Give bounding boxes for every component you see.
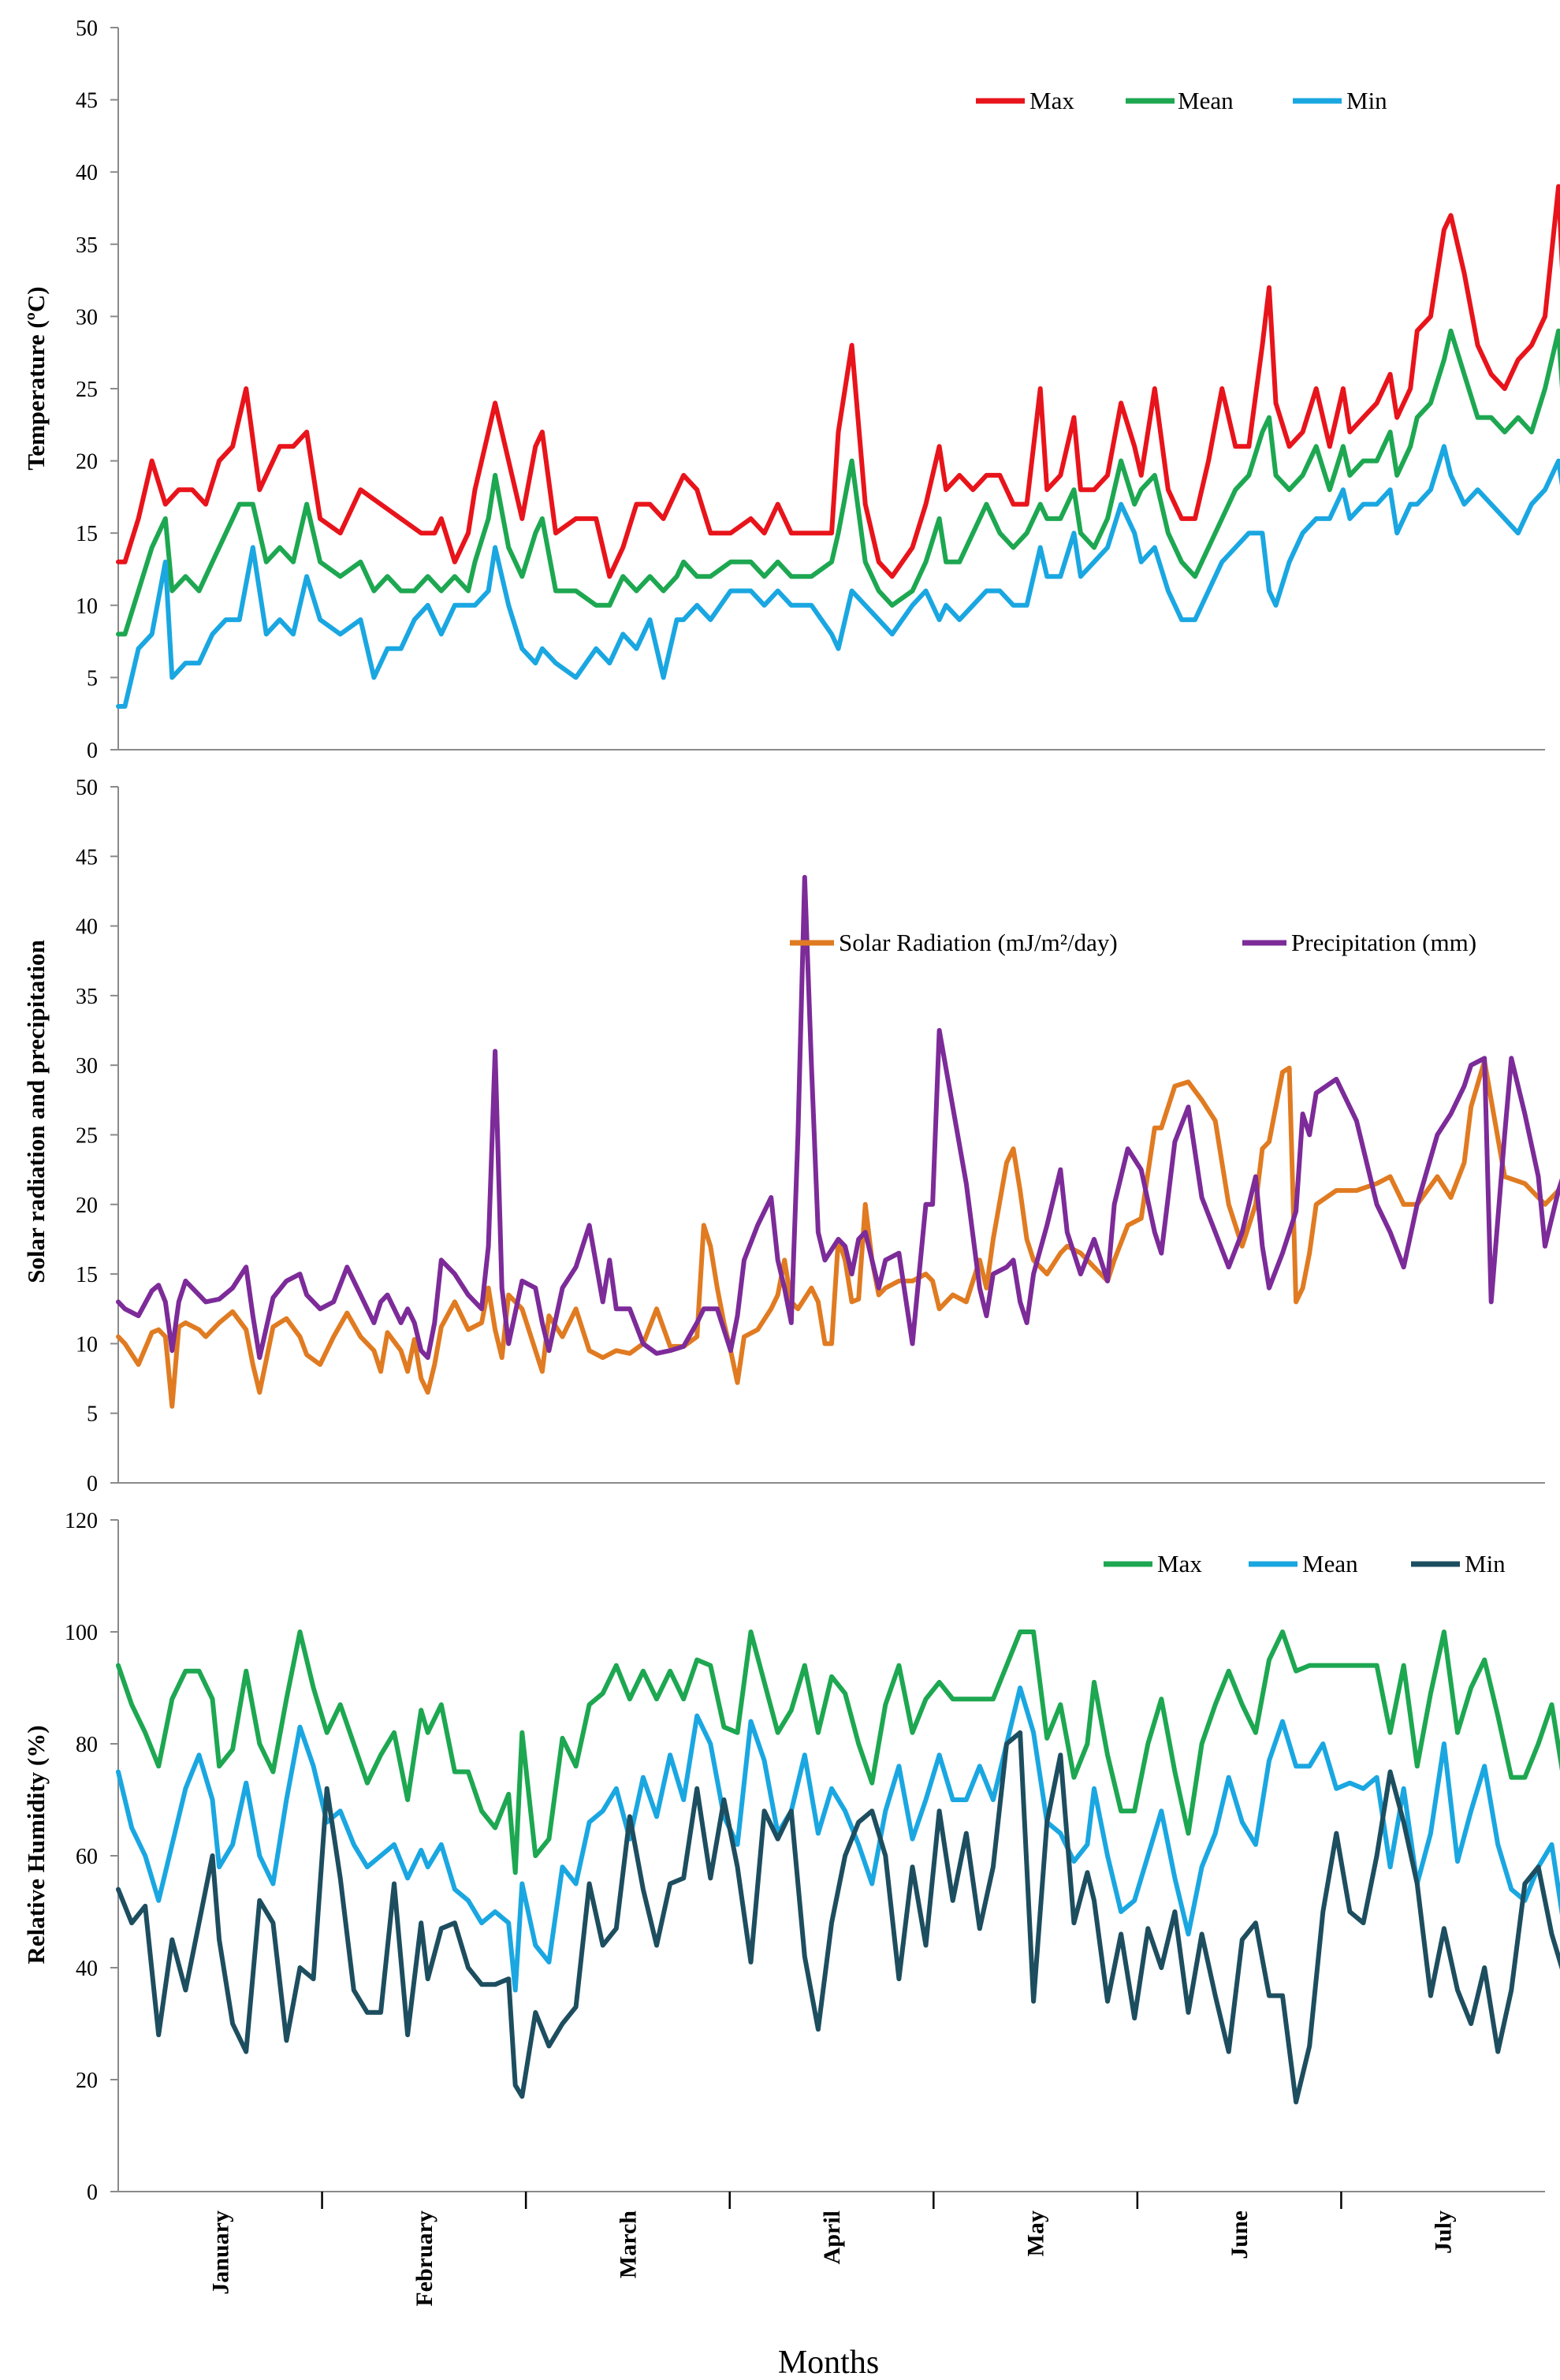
solar-precipitation-legend: Solar Radiation (mJ/m²/day) Precipitatio… xyxy=(790,929,1476,956)
y-tick-label: 50 xyxy=(76,17,98,41)
y-tick-label: 15 xyxy=(76,1263,98,1287)
month-label-may: May xyxy=(1023,2211,1049,2256)
y-tick-label: 35 xyxy=(76,233,98,258)
y-tick-label: 50 xyxy=(76,776,98,800)
y-tick-label: 20 xyxy=(76,1194,98,1218)
month-label-april: April xyxy=(819,2211,845,2264)
legend-label-min: Min xyxy=(1346,87,1387,114)
humidity-panel: 0 20 40 60 80 100 120 Relative Humidity (%) Ma… xyxy=(22,1509,1560,2205)
month-label-june: June xyxy=(1227,2211,1253,2259)
series-line-max xyxy=(116,1629,1560,1875)
temperature-axes: 0 5 10 15 20 25 30 35 40 45 50 xyxy=(76,17,1545,763)
legend-label-rh-mean: Mean xyxy=(1302,1550,1358,1577)
solar-precipitation-y-axis-title: Solar radiation and precipitation xyxy=(22,940,50,1283)
y-tick-label: 20 xyxy=(76,2069,98,2093)
humidity-y-axis-title: Relative Humidity (%) xyxy=(22,1725,50,1964)
y-tick-label: 30 xyxy=(76,305,98,330)
y-tick-label: 15 xyxy=(76,522,98,546)
series-line-precipitation-mm xyxy=(116,874,1560,1361)
series-line-mean xyxy=(116,328,1560,637)
series-line-min xyxy=(116,444,1560,709)
month-label-july: July xyxy=(1431,2211,1457,2254)
series-line-solar-radiation-mj-m-day xyxy=(116,1058,1560,1409)
legend-label-mean: Mean xyxy=(1178,87,1234,114)
y-tick-label: 25 xyxy=(76,378,98,402)
y-tick-label: 20 xyxy=(76,450,98,475)
humidity-legend: Max Mean Min xyxy=(1104,1550,1506,1577)
y-tick-label: 120 xyxy=(65,1509,98,1533)
y-tick-label: 80 xyxy=(76,1733,98,1757)
y-tick-label: 40 xyxy=(76,915,98,940)
humidity-series-group xyxy=(116,1629,1560,2105)
y-tick-label: 5 xyxy=(87,666,98,691)
y-tick-label: 45 xyxy=(76,89,98,114)
series-line-max xyxy=(116,184,1560,579)
y-tick-label: 10 xyxy=(76,594,98,619)
temperature-panel: 0 5 10 15 20 25 30 35 40 45 50 Temperature (ºC) Ma… xyxy=(22,17,1560,763)
temperature-series-group xyxy=(116,184,1560,709)
temperature-y-axis-title: Temperature (ºC) xyxy=(22,286,50,470)
x-axis-title: Months xyxy=(778,2345,879,2380)
y-tick-label: 30 xyxy=(76,1054,98,1078)
y-tick-label: 0 xyxy=(87,2181,98,2205)
y-tick-label: 5 xyxy=(87,1402,98,1427)
legend-label-rh-max: Max xyxy=(1157,1550,1202,1577)
y-tick-label: 25 xyxy=(76,1124,98,1149)
month-axis: January February March April May June July xyxy=(207,2192,1457,2307)
y-tick-label: 100 xyxy=(65,1621,98,1645)
y-tick-label: 60 xyxy=(76,1845,98,1869)
month-label-march: March xyxy=(615,2211,641,2278)
legend-label-solar-radiation: Solar Radiation (mJ/m²/day) xyxy=(839,929,1118,956)
month-label-february: February xyxy=(411,2211,437,2307)
legend-label-max: Max xyxy=(1029,87,1074,114)
temperature-legend: Max Mean Min xyxy=(976,87,1387,114)
solar-precipitation-series-group xyxy=(116,874,1560,1409)
legend-label-rh-min: Min xyxy=(1465,1550,1506,1577)
y-tick-label: 35 xyxy=(76,985,98,1009)
y-tick-label: 0 xyxy=(87,1472,98,1496)
humidity-axes: 0 20 40 60 80 100 120 xyxy=(65,1509,1545,2205)
y-tick-label: 40 xyxy=(76,161,98,185)
series-line-min xyxy=(116,1730,1560,2105)
series-line-mean xyxy=(116,1685,1560,1993)
y-tick-label: 40 xyxy=(76,1957,98,1981)
y-tick-label: 0 xyxy=(87,739,98,763)
solar-precipitation-panel: 0 5 10 15 20 25 30 35 40 45 50 Solar radiation and… xyxy=(22,776,1560,1496)
y-tick-label: 45 xyxy=(76,845,98,870)
y-tick-label: 10 xyxy=(76,1332,98,1357)
month-label-january: January xyxy=(207,2211,233,2295)
solar-precipitation-axes: 0 5 10 15 20 25 30 35 40 45 50 xyxy=(76,776,1545,1496)
legend-label-precipitation: Precipitation (mm) xyxy=(1291,929,1476,956)
